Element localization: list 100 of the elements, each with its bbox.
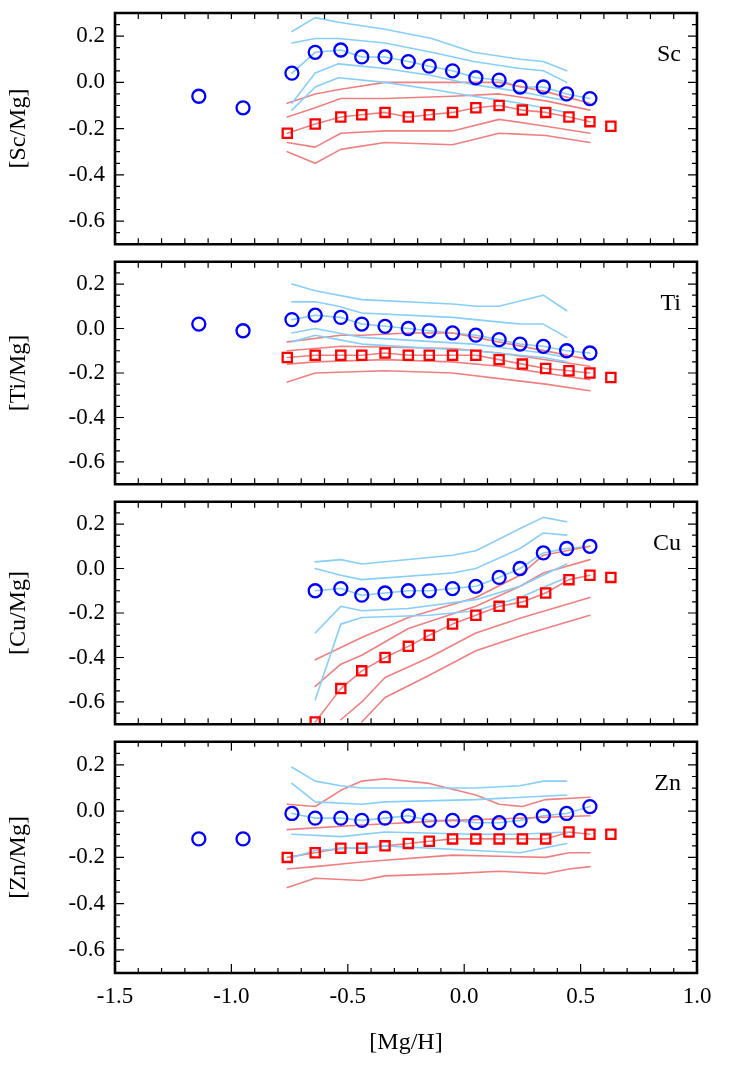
- point: [400, 583, 416, 599]
- point: [402, 640, 415, 653]
- point: [307, 44, 323, 60]
- point: [307, 583, 323, 599]
- point: [446, 106, 459, 119]
- point: [491, 815, 507, 831]
- point: [444, 325, 461, 341]
- point: [563, 111, 575, 123]
- annotation: Ti: [660, 289, 682, 316]
- point: [563, 365, 575, 377]
- point: [516, 596, 529, 608]
- point: [309, 847, 321, 859]
- point: [423, 349, 436, 361]
- point: [491, 569, 507, 586]
- point: [421, 812, 437, 829]
- point: [584, 569, 596, 581]
- point: [421, 58, 437, 74]
- point: [333, 810, 349, 826]
- point: [470, 102, 482, 114]
- point: [379, 840, 391, 852]
- point: [535, 338, 551, 354]
- point: [563, 826, 575, 838]
- point: [235, 100, 251, 116]
- point: [354, 49, 370, 65]
- annotation: Cu: [652, 529, 681, 556]
- point: [605, 371, 617, 384]
- x-tick-label: 1.0: [682, 982, 712, 1008]
- point: [493, 99, 505, 112]
- point: [539, 833, 552, 845]
- point: [421, 583, 437, 599]
- point: [356, 665, 368, 677]
- point: [539, 362, 552, 375]
- point: [582, 90, 598, 107]
- y-tick-label: 0.0: [76, 68, 105, 94]
- point: [377, 810, 393, 826]
- point: [354, 812, 370, 829]
- point: [333, 42, 349, 58]
- y-axis-title: [Sc/Mg]: [3, 88, 30, 169]
- y-tick-label: -0.2: [68, 843, 105, 869]
- point: [582, 798, 598, 815]
- point: [558, 540, 575, 557]
- point: [377, 318, 393, 334]
- point: [356, 349, 368, 361]
- point: [235, 831, 251, 847]
- y-tick-label: 0.2: [76, 750, 105, 776]
- point: [493, 600, 505, 613]
- point: [191, 831, 207, 847]
- point: [539, 106, 552, 119]
- point: [444, 63, 461, 79]
- y-tick-label: -0.4: [68, 889, 106, 915]
- point: [558, 86, 575, 102]
- point: [309, 349, 321, 361]
- y-tick-label: -0.4: [68, 403, 106, 429]
- annotation: Zn: [654, 769, 681, 796]
- point: [354, 587, 370, 603]
- point: [444, 580, 461, 597]
- point: [423, 835, 436, 847]
- point: [446, 618, 459, 630]
- point: [516, 358, 529, 370]
- point: [584, 367, 596, 379]
- point: [284, 311, 300, 328]
- point: [377, 49, 393, 65]
- point: [379, 347, 391, 359]
- y-tick-label: -0.6: [68, 688, 105, 714]
- point: [356, 842, 368, 854]
- point: [558, 343, 575, 359]
- point: [512, 79, 528, 95]
- point: [605, 571, 617, 584]
- point: [191, 88, 207, 104]
- point: [335, 842, 347, 854]
- point: [491, 72, 507, 88]
- point: [402, 349, 415, 361]
- point: [512, 336, 528, 352]
- point: [379, 651, 391, 664]
- point: [468, 70, 484, 86]
- point: [491, 331, 507, 348]
- point: [356, 108, 368, 121]
- point: [333, 580, 349, 597]
- y-tick-label: -0.6: [68, 207, 105, 233]
- point: [281, 851, 294, 864]
- point: [444, 812, 461, 829]
- point: [284, 65, 300, 81]
- y-axis-title: [Ti/Mg]: [3, 334, 30, 412]
- point: [470, 609, 482, 621]
- y-tick-label: 0.0: [76, 314, 105, 340]
- x-tick-label: -0.5: [329, 982, 367, 1008]
- annotation: Sc: [657, 40, 681, 67]
- y-tick-label: -0.6: [68, 448, 105, 474]
- y-tick-label: 0.0: [76, 554, 105, 580]
- point: [191, 316, 207, 332]
- point: [470, 833, 482, 845]
- x-tick-label: 0.5: [566, 982, 595, 1008]
- point: [335, 111, 347, 123]
- y-tick-label: -0.2: [68, 114, 105, 140]
- point: [400, 808, 416, 824]
- x-tick-label: -1.0: [213, 982, 250, 1008]
- x-tick-label: 0.0: [449, 982, 479, 1008]
- point: [584, 115, 596, 128]
- y-tick-label: 0.2: [76, 270, 105, 296]
- point: [307, 810, 323, 826]
